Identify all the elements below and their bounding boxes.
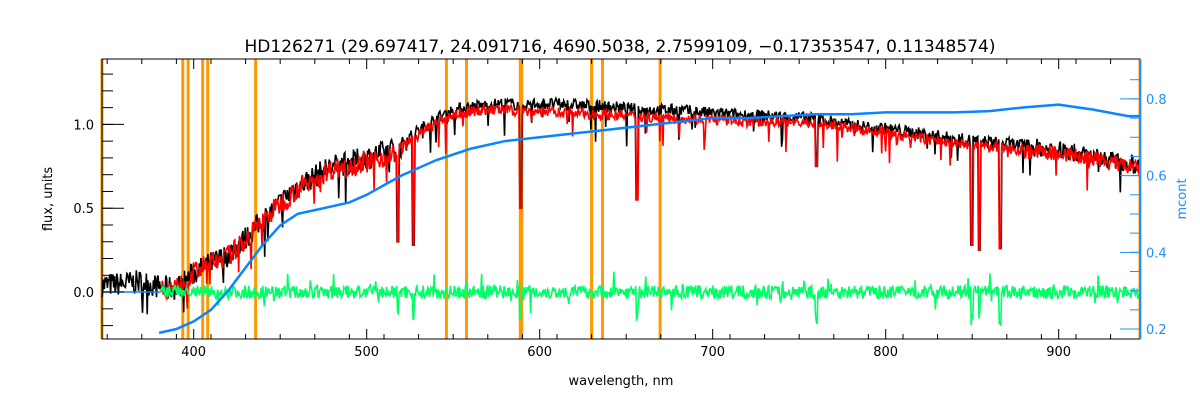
y-axis-label: flux, units [41, 167, 56, 232]
y2-tick-label: 0.4 [1146, 246, 1167, 261]
y2-tick-label: 0.6 [1146, 170, 1167, 185]
y2-axis-label: mcont [1175, 178, 1190, 219]
x-tick-label: 400 [181, 345, 206, 360]
chart-title: HD126271 (29.697417, 24.091716, 4690.503… [245, 37, 996, 57]
plot-frame [101, 58, 1141, 340]
y-tick-label: 1.0 [73, 118, 94, 133]
x-tick-label: 500 [354, 345, 379, 360]
y-tick-label: 0.0 [73, 286, 94, 301]
model-spectrum-line [160, 102, 1141, 309]
x-tick-label: 900 [1046, 345, 1071, 360]
residual-line [160, 271, 1141, 326]
x-tick-label: 700 [700, 345, 725, 360]
x-tick-label: 800 [873, 345, 898, 360]
mcont-line [158, 103, 1140, 335]
x-tick-label: 600 [527, 345, 552, 360]
y-tick-label: 0.5 [73, 202, 94, 217]
x-axis-label: wavelength, nm [569, 374, 674, 389]
observed-spectrum-line [101, 96, 1141, 315]
y2-tick-label: 0.8 [1146, 93, 1167, 108]
y2-tick-label: 0.2 [1146, 323, 1167, 338]
